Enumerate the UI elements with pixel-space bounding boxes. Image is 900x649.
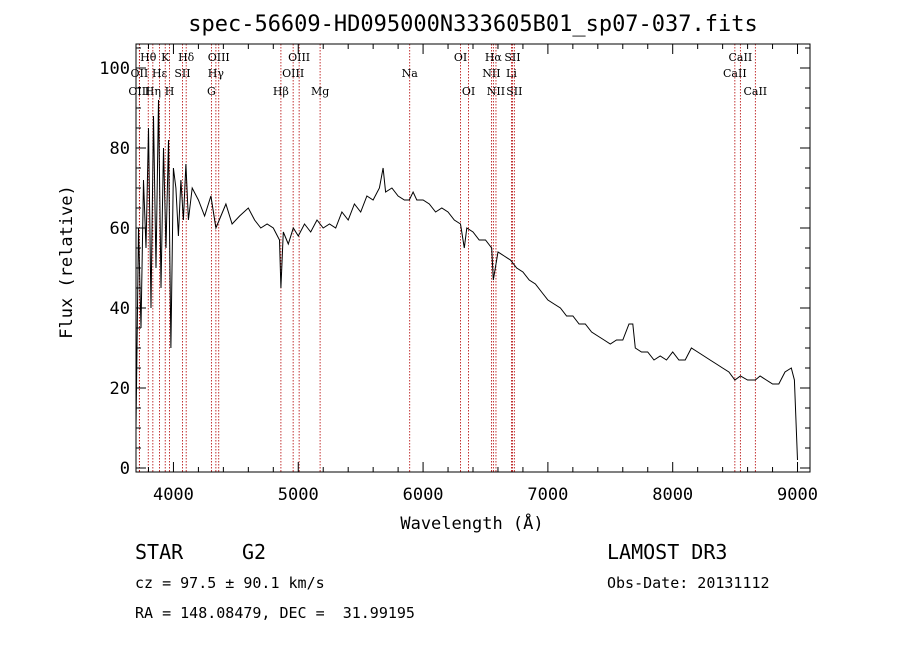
spectral-line-label: OIII — [288, 51, 310, 64]
x-tick-label: 4000 — [153, 485, 194, 505]
x-tick-label: 8000 — [652, 485, 693, 505]
survey-name: LAMOST DR3 — [607, 540, 728, 564]
spectral-line-label: Hγ — [208, 67, 225, 80]
spectral-line-markers — [138, 44, 756, 472]
spectral-line-label: Hα — [485, 51, 503, 64]
x-tick-label: 5000 — [278, 485, 319, 505]
x-axis-label: Wavelength (Å) — [400, 512, 543, 534]
plot-frame — [135, 43, 811, 473]
spectral-line-label: Li — [506, 67, 517, 80]
spectral-line-label: Hε — [152, 67, 168, 80]
spectral-line-label: Hδ — [178, 51, 195, 64]
spectral-line-label: SII — [504, 51, 520, 64]
spectral-line-label: OII — [131, 67, 149, 80]
spectral-line-label: Na — [402, 67, 419, 80]
spectral-line-label: OIII — [282, 67, 304, 80]
observation-date: Obs-Date: 20131112 — [607, 574, 770, 592]
y-axis-ticks: 0 20 40 60 80 100 — [99, 47, 810, 479]
spectral-line-label: SII — [174, 67, 190, 80]
x-axis-ticks: 4000 5000 6000 7000 8000 9000 — [147, 44, 818, 505]
spectral-line-label: OI — [462, 85, 475, 98]
spectral-line-label: Hβ — [273, 85, 289, 98]
chart-title: spec-56609-HD095000N333605B01_sp07-037.f… — [188, 12, 758, 37]
redshift-velocity: cz = 97.5 ± 90.1 km/s — [135, 574, 325, 592]
y-tick-label: 100 — [99, 59, 130, 79]
spectral-line-label: OIII — [128, 85, 150, 98]
x-tick-label: 9000 — [777, 485, 818, 505]
spectral-line-label: CaII — [723, 67, 747, 80]
spectral-line-label: G — [207, 85, 216, 98]
y-axis-label: Flux (relative) — [57, 185, 77, 339]
object-class: STAR — [135, 540, 184, 564]
y-tick-label: 20 — [110, 379, 130, 399]
x-tick-label: 7000 — [527, 485, 568, 505]
y-tick-label: 60 — [110, 219, 130, 239]
x-tick-label: 6000 — [403, 485, 444, 505]
spectral-line-label: Mg — [311, 85, 329, 98]
coordinates: RA = 148.08479, DEC = 31.99195 — [135, 604, 415, 622]
spectral-line-label: NII — [487, 85, 505, 98]
spectral-line-label: NII — [482, 67, 500, 80]
spectral-line-label: CaII — [743, 85, 767, 98]
y-tick-label: 40 — [110, 299, 130, 319]
y-tick-label: 80 — [110, 139, 130, 159]
spectral-line-label: SII — [506, 85, 522, 98]
y-tick-label: 0 — [120, 459, 130, 479]
spectral-line-label: Hθ — [140, 51, 157, 64]
spectral-line-label: Hη — [145, 85, 161, 98]
object-subclass: G2 — [242, 540, 267, 564]
flux-series-line — [135, 99, 798, 461]
spectral-line-label: CaII — [729, 51, 753, 64]
spectral-line-label: H — [165, 85, 175, 98]
spectral-line-label: OIII — [208, 51, 230, 64]
spectral-line-label: K — [161, 51, 170, 64]
spectral-line-label: OI — [454, 51, 467, 64]
